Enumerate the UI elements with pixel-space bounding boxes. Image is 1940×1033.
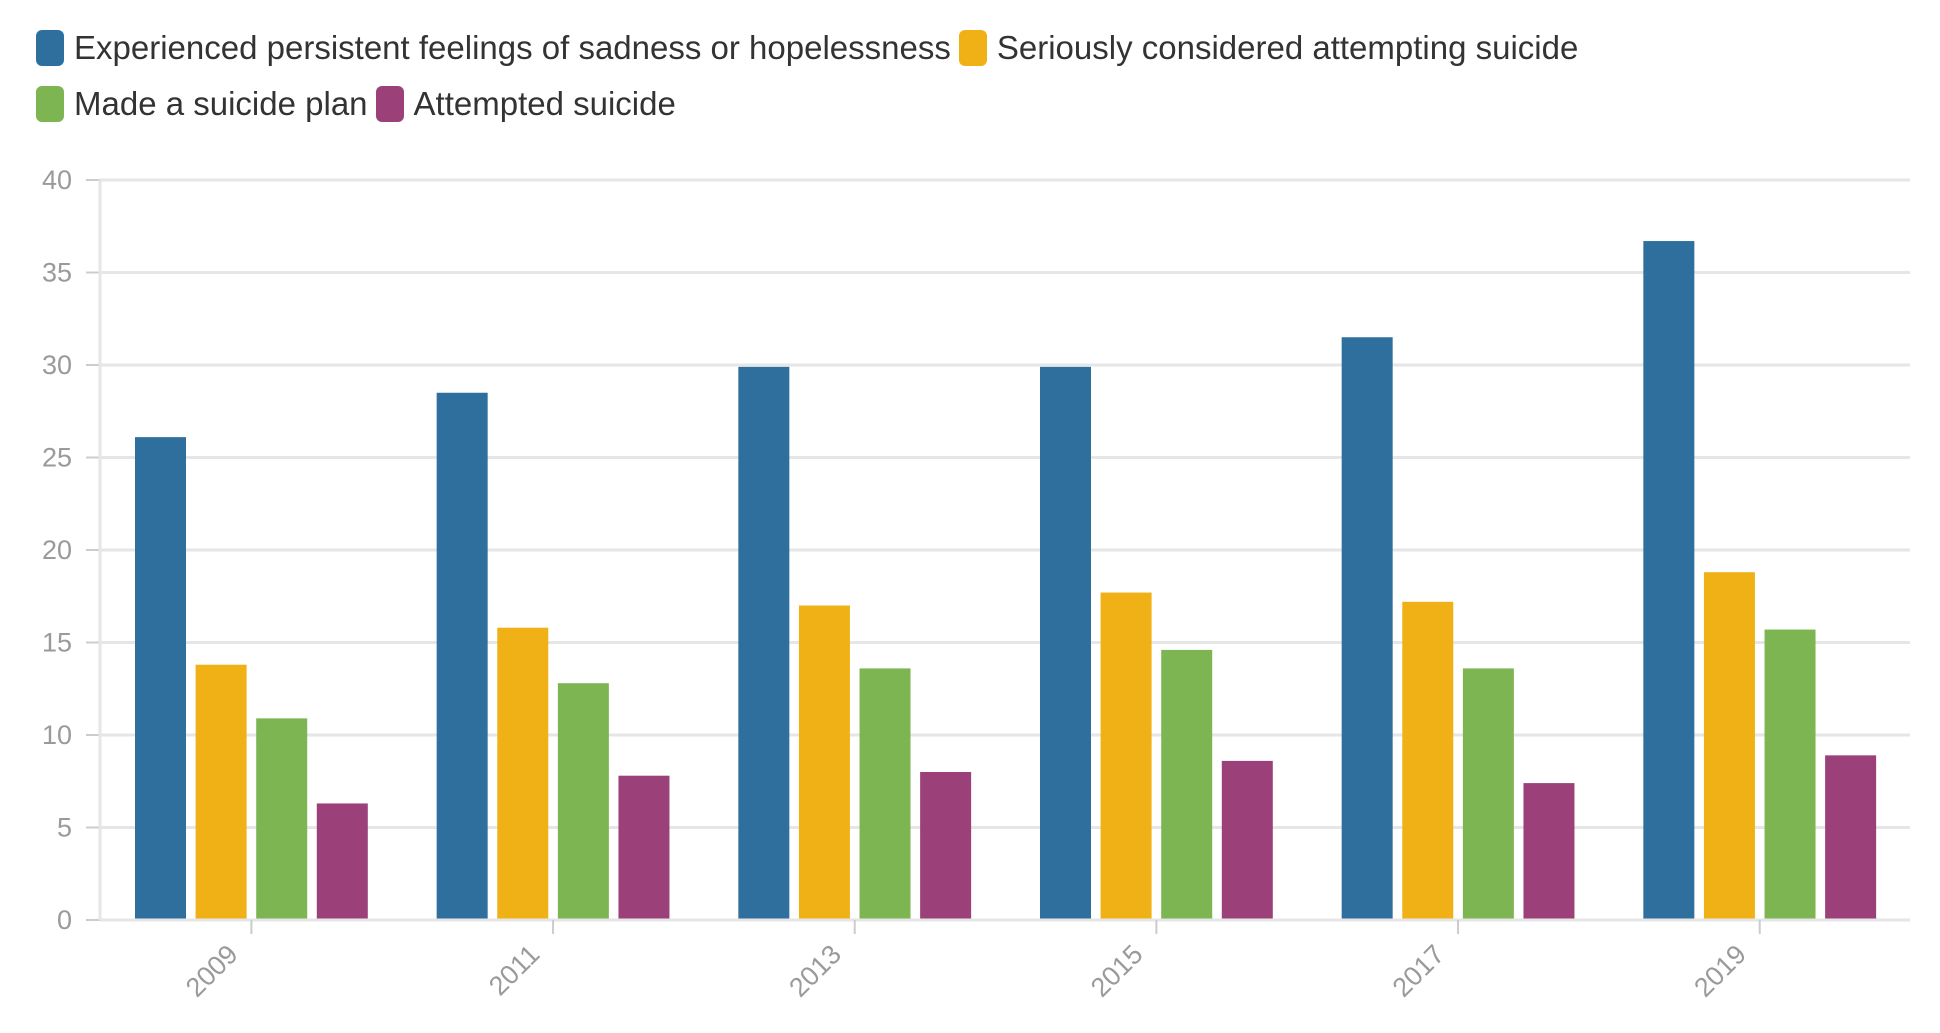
x-tick-label: 2019 <box>1688 939 1752 1003</box>
bar-2011-series-1[interactable] <box>497 627 549 920</box>
bar-2009-series-2[interactable] <box>256 718 308 920</box>
y-tick-label: 10 <box>42 720 72 750</box>
legend-item-attempted[interactable]: Attempted suicide <box>375 84 676 124</box>
bar-2017-series-3[interactable] <box>1523 783 1575 920</box>
legend-item-sadness[interactable]: Experienced persistent feelings of sadne… <box>36 28 951 68</box>
bar-2013-series-1[interactable] <box>798 605 850 921</box>
bar-2013-series-2[interactable] <box>859 668 911 920</box>
bar-2019-series-0[interactable] <box>1643 241 1695 921</box>
x-tick-label: 2013 <box>783 939 847 1003</box>
bar-2015-series-1[interactable] <box>1100 592 1152 920</box>
bar-2017-series-1[interactable] <box>1402 601 1454 920</box>
bar-2009-series-1[interactable] <box>195 664 247 920</box>
legend-label-sadness: Experienced persistent feelings of sadne… <box>74 29 951 66</box>
bar-2015-series-2[interactable] <box>1161 649 1213 920</box>
legend-swatch-sadness <box>36 30 64 66</box>
legend-label-attempted: Attempted suicide <box>413 85 676 122</box>
y-tick-label: 40 <box>42 165 72 195</box>
bar-2017-series-2[interactable] <box>1462 668 1514 920</box>
bar-2013-series-3[interactable] <box>920 772 972 920</box>
x-tick-label: 2009 <box>180 939 244 1003</box>
bars <box>135 241 1877 921</box>
x-tick-label: 2011 <box>483 939 545 1001</box>
legend-label-plan: Made a suicide plan <box>74 85 368 122</box>
legend-swatch-attempted <box>375 86 404 122</box>
chart-legend: Experienced persistent feelings of sadne… <box>36 28 1916 124</box>
y-axis-ticks: 0 5 10 15 20 25 30 35 40 <box>42 165 100 935</box>
legend-swatch-plan <box>36 86 64 122</box>
y-tick-label: 20 <box>42 535 72 565</box>
y-tick-label: 0 <box>57 905 72 935</box>
y-tick-label: 25 <box>42 443 72 473</box>
bar-2017-series-0[interactable] <box>1341 337 1393 920</box>
x-axis-ticks: 2009 2011 2013 2015 2017 2019 <box>180 920 1761 1003</box>
legend-label-considered: Seriously considered attempting suicide <box>996 29 1579 66</box>
bar-2019-series-2[interactable] <box>1764 629 1816 920</box>
gridlines <box>100 178 1910 922</box>
bar-2019-series-1[interactable] <box>1703 572 1755 920</box>
bar-2011-series-3[interactable] <box>618 775 670 920</box>
bar-2015-series-3[interactable] <box>1221 760 1273 920</box>
y-tick-label: 15 <box>42 628 72 658</box>
bar-2015-series-0[interactable] <box>1040 366 1091 921</box>
x-tick-label: 2015 <box>1085 939 1149 1003</box>
y-tick-label: 30 <box>42 350 72 380</box>
axes <box>98 180 1910 922</box>
bar-2013-series-0[interactable] <box>738 366 790 921</box>
bar-2019-series-3[interactable] <box>1825 755 1877 920</box>
bar-2011-series-2[interactable] <box>557 683 609 920</box>
bar-2009-series-0[interactable] <box>135 437 186 920</box>
bar-2011-series-0[interactable] <box>436 392 488 920</box>
y-tick-label: 35 <box>42 258 72 288</box>
legend-swatch-considered <box>958 30 987 66</box>
y-tick-label: 5 <box>57 813 72 843</box>
bar-2009-series-3[interactable] <box>316 803 368 920</box>
legend-item-considered[interactable]: Seriously considered attempting suicide <box>958 28 1579 68</box>
legend-item-plan[interactable]: Made a suicide plan <box>36 84 368 124</box>
x-tick-label: 2017 <box>1387 939 1451 1003</box>
